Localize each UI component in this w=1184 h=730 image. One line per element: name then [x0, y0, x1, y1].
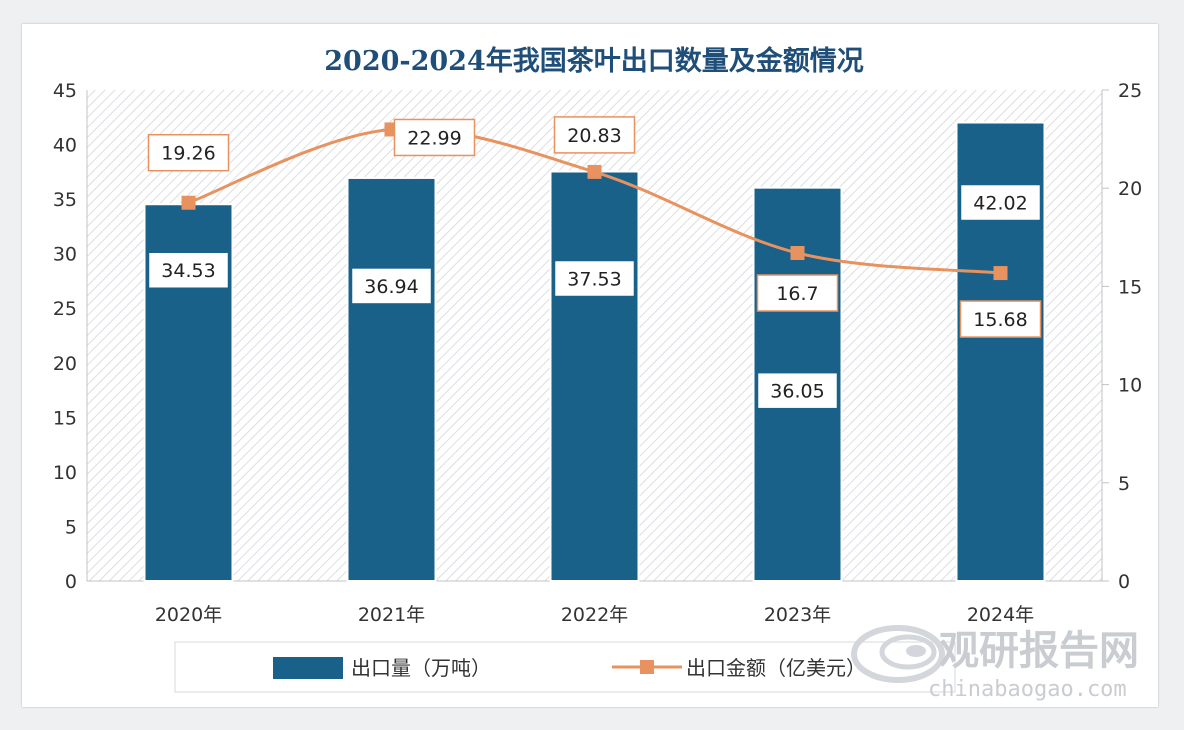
line-data-label: 22.99	[407, 127, 461, 149]
y-left-tick-label: 10	[53, 462, 77, 484]
y-right-tick-label: 10	[1118, 375, 1142, 397]
axes: 0 5 10 15 20 25 30 35 40 45 0 5 10 15 20 25 2020年 2021年 20…	[53, 80, 1142, 626]
y-left-tick-label: 30	[53, 244, 77, 266]
y-right-tick-label: 0	[1118, 571, 1130, 593]
y-left-tick-label: 35	[53, 189, 77, 211]
bar	[549, 170, 640, 582]
y-left-tick-label: 5	[65, 516, 77, 538]
line-data-label: 16.7	[776, 283, 818, 305]
y-left-tick-label: 25	[53, 298, 77, 320]
line-point	[181, 195, 196, 210]
bar-data-label: 36.05	[770, 381, 824, 403]
bar-data-label-box	[756, 371, 839, 410]
bar-data-label: 37.53	[567, 269, 621, 291]
legend: 出口量（万吨） 出口金额（亿美元）	[174, 641, 956, 693]
line-point	[790, 246, 805, 261]
line-series	[181, 122, 1008, 281]
y-left-tick-label: 45	[53, 80, 77, 102]
line-data-label: 15.68	[973, 309, 1027, 331]
watermark: 观研报告网 chinabaogao.com	[851, 625, 1139, 702]
line-data-label-box	[393, 118, 476, 157]
x-tick-label: 2023年	[764, 604, 831, 626]
bar-data-label-box	[350, 267, 433, 305]
y-right-tick-label: 15	[1118, 276, 1142, 298]
x-tick-label: 2022年	[561, 604, 628, 626]
line-point	[993, 266, 1008, 281]
legend-bar-label: 出口量（万吨）	[351, 656, 491, 680]
watermark-brand: 观研报告网	[939, 628, 1139, 674]
bar-data-label: 36.94	[364, 276, 418, 298]
y-left-tick-label: 40	[53, 135, 77, 157]
bar-data-label-box	[553, 259, 636, 298]
bar-data-label-box	[959, 183, 1042, 222]
y-left-tick-label: 20	[53, 353, 77, 375]
line-data-label: 19.26	[161, 143, 215, 165]
chart-frame: 2020-2024年我国茶叶出口数量及金额情况 0 5 10 15 20 25 30 35 40…	[22, 24, 1158, 707]
legend-line-label: 出口金额（亿美元）	[686, 656, 866, 680]
line-data-label-box	[959, 300, 1042, 338]
x-tick-label: 2024年	[967, 604, 1034, 626]
bar-data-label: 42.02	[973, 193, 1027, 215]
line-data-label-box	[147, 133, 230, 172]
y-right-tick-label: 20	[1118, 178, 1142, 200]
line-point	[587, 164, 602, 179]
bar	[346, 176, 437, 583]
line-data-label: 20.83	[567, 125, 621, 147]
line-data-label-box	[553, 116, 636, 154]
x-tick-label: 2021年	[358, 604, 425, 626]
chart-title: 2020-2024年我国茶叶出口数量及金额情况	[324, 45, 864, 77]
y-left-tick-label: 0	[65, 571, 77, 593]
y-right-tick-label: 5	[1118, 473, 1130, 495]
data-labels: 34.53 36.94 37.53 36.05 42.02 19.26 22.99 20.83…	[147, 116, 1042, 410]
legend-line-marker	[640, 660, 654, 674]
bar-data-label-box	[147, 251, 230, 289]
y-left-tick-label: 15	[53, 407, 77, 429]
line-data-label-box	[756, 274, 839, 312]
watermark-url: chinabaogao.com	[928, 677, 1127, 702]
bar-data-label: 34.53	[161, 260, 215, 282]
y-right-tick-label: 25	[1118, 80, 1142, 102]
legend-bar-swatch	[273, 657, 343, 679]
chart-svg: 2020-2024年我国茶叶出口数量及金额情况 0 5 10 15 20 25 30 35 40…	[53, 45, 1142, 702]
swirl-logo-icon	[851, 625, 945, 683]
x-tick-label: 2020年	[155, 604, 222, 626]
